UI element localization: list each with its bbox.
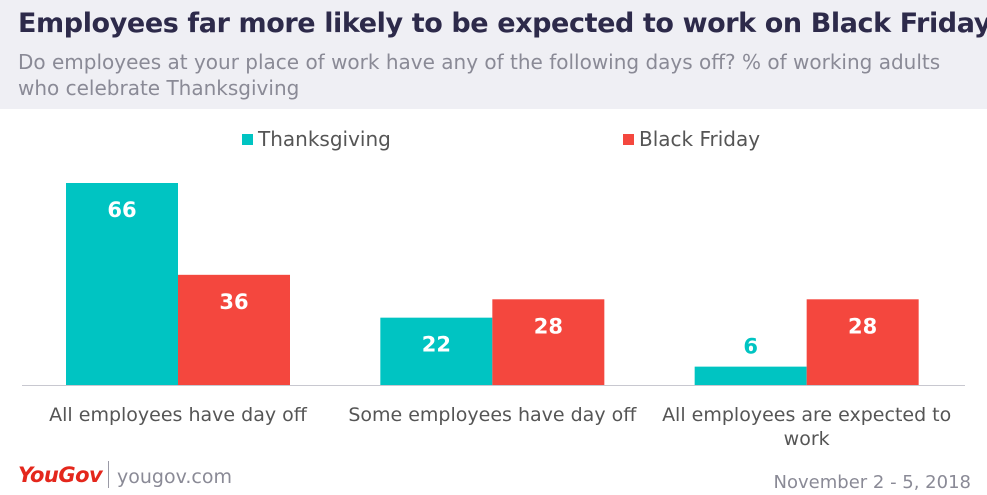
bar-thanksgiving-1 [380,317,493,385]
legend-swatch-black-friday [623,133,634,145]
legend-label-black-friday: Black Friday [639,127,761,151]
bar-black-friday-1 [492,299,605,385]
data-label-black-friday-2: 28 [848,314,877,338]
chart-subtitle: Do employees at your place of work have … [18,50,941,100]
bar-black-friday-0 [178,274,290,385]
category-label-0: All employees have day off [49,404,308,426]
data-label-black-friday-0: 36 [219,290,248,314]
legend-swatch-thanksgiving [242,133,253,145]
chart-title: Employees far more likely to be expected… [18,8,987,39]
survey-date: November 2 - 5, 2018 [773,472,971,493]
footer-url: yougov.com [117,466,232,488]
category-label-1: Some employees have day off [348,404,637,426]
legend-item-thanksgiving: Thanksgiving [242,127,391,151]
data-label-thanksgiving-2: 6 [743,335,758,359]
data-label-black-friday-1: 28 [534,314,563,338]
yougov-logo: YouGov [18,463,103,487]
bar-thanksgiving-0 [66,183,178,385]
header-band: Employees far more likely to be expected… [0,0,987,109]
data-label-thanksgiving-0: 66 [107,198,136,222]
legend-item-black-friday: Black Friday [623,127,760,151]
bar-black-friday-2 [806,299,919,385]
footer-divider [108,461,109,488]
legend-label-thanksgiving: Thanksgiving [258,127,391,151]
data-label-thanksgiving-1: 22 [422,333,451,357]
bar-thanksgiving-2 [694,366,807,385]
category-label-2-line-0: All employees are expected to [662,404,951,426]
category-label-2-line-1: work [784,428,830,450]
